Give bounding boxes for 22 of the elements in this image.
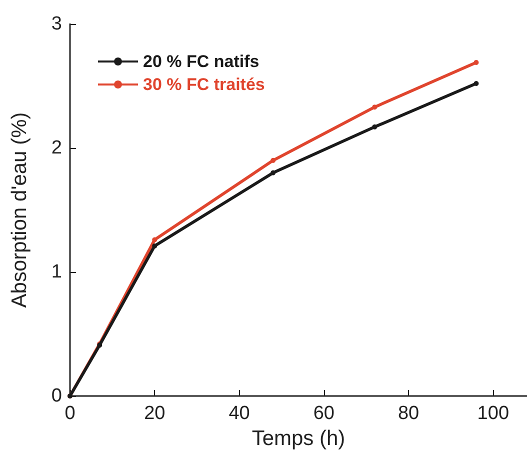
y-tick-label: 1	[51, 262, 62, 282]
point	[474, 60, 479, 65]
legend-label: 30 % FC traités	[143, 75, 265, 94]
point	[270, 158, 276, 163]
x-tick-label: 60	[313, 403, 334, 424]
legend-label: 20 % FC natifs	[143, 52, 260, 71]
x-tick-label: 100	[477, 403, 509, 424]
x-tick-label: 20	[144, 403, 166, 424]
point	[474, 81, 479, 86]
point	[372, 104, 378, 110]
x-axis-title: Temps (h)	[252, 427, 346, 450]
y-axis-title: Absorption d'eau (%)	[8, 112, 31, 308]
y-tick-label: 3	[51, 14, 62, 34]
point	[152, 237, 158, 242]
point	[152, 243, 158, 248]
point	[270, 170, 276, 176]
point	[372, 124, 378, 130]
y-tick-label: 0	[51, 386, 62, 406]
x-tick-label: 80	[398, 403, 420, 424]
y-tick-label: 2	[51, 138, 62, 158]
x-tick-label: 0	[64, 403, 76, 424]
x-tick-label: 40	[228, 403, 250, 424]
